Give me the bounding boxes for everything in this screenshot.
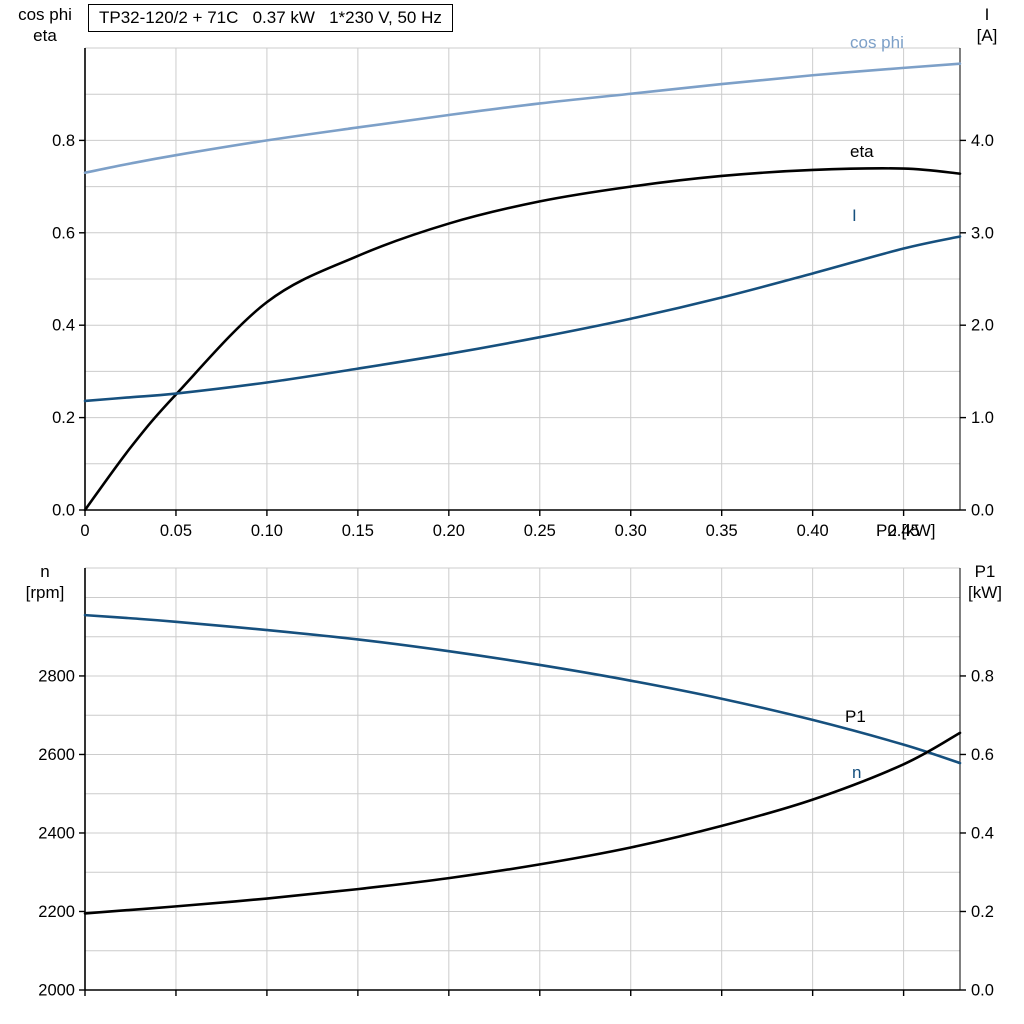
- right-tick-label: 0.6: [971, 746, 994, 764]
- right-tick-label: 2.0: [971, 317, 994, 335]
- x-tick-label: 0.40: [797, 522, 829, 540]
- plot-bottom: 2000 2200 2400 2600 2800 0.0 0.2 0.4 0.6 0.8: [38, 567, 994, 1000]
- left-tick-label: 2400: [38, 824, 75, 842]
- right-tick-label: 0.8: [971, 667, 994, 685]
- left-tick-label: 0.6: [52, 224, 75, 242]
- plot-top: 0.0 0.2 0.4 0.6 0.8 0.0 1.0 2.0 3.0 4.0 0 0.05 0.10 0…: [52, 47, 994, 540]
- x-tick-label: 0.20: [433, 522, 465, 540]
- curve-label-eta: eta: [850, 142, 874, 161]
- curve-n: [83, 613, 962, 765]
- x-tick-label: 0.15: [342, 522, 374, 540]
- top-right-axis-label: I [A]: [976, 5, 998, 46]
- bottom-right-axis-label: P1 [kW]: [968, 562, 1002, 603]
- right-tick-label: 4.0: [971, 132, 994, 150]
- x-tick-label: 0.35: [706, 522, 738, 540]
- curve-label-i: I: [852, 206, 857, 225]
- bottom-left-axis-label: n [rpm]: [25, 562, 65, 603]
- x-tick-label: 0.05: [160, 522, 192, 540]
- left-tick-label: 0.2: [52, 409, 75, 427]
- right-tick-label: 1.0: [971, 409, 994, 427]
- curve-i: [83, 235, 962, 403]
- curve-eta: [83, 167, 962, 512]
- top-left-axis-label: cos phi eta: [18, 5, 72, 46]
- curve-cos-phi: [83, 62, 962, 175]
- curve-label-n: n: [852, 763, 862, 782]
- left-tick-label: 2800: [38, 667, 75, 685]
- right-tick-label: 3.0: [971, 224, 994, 242]
- x-tick-label: 0.30: [615, 522, 647, 540]
- right-tick-label: 0.0: [971, 982, 994, 1000]
- left-tick-label: 0.4: [52, 317, 75, 335]
- left-tick-label: 2000: [38, 982, 75, 1000]
- left-tick-label: 0.8: [52, 132, 75, 150]
- x-tick-label: 0: [80, 522, 89, 540]
- left-tick-label: 2600: [38, 746, 75, 764]
- right-tick-label: 0.2: [971, 903, 994, 921]
- curve-label-cos-phi: cos phi: [850, 33, 904, 52]
- x-tick-label: 0.45: [888, 522, 920, 540]
- x-tick-label: 0.10: [251, 522, 283, 540]
- x-tick-label: 0.25: [524, 522, 556, 540]
- chart-title: TP32-120/2 + 71C 0.37 kW 1*230 V, 50 Hz: [88, 4, 453, 32]
- right-tick-label: 0.4: [971, 824, 994, 842]
- x-axis-label: P2 [kW]: [876, 521, 936, 540]
- curve-p1: [83, 731, 962, 915]
- left-tick-label: 2200: [38, 903, 75, 921]
- left-tick-label: 0.0: [52, 502, 75, 520]
- curve-label-p1: P1: [845, 707, 866, 726]
- right-tick-label: 0.0: [971, 502, 994, 520]
